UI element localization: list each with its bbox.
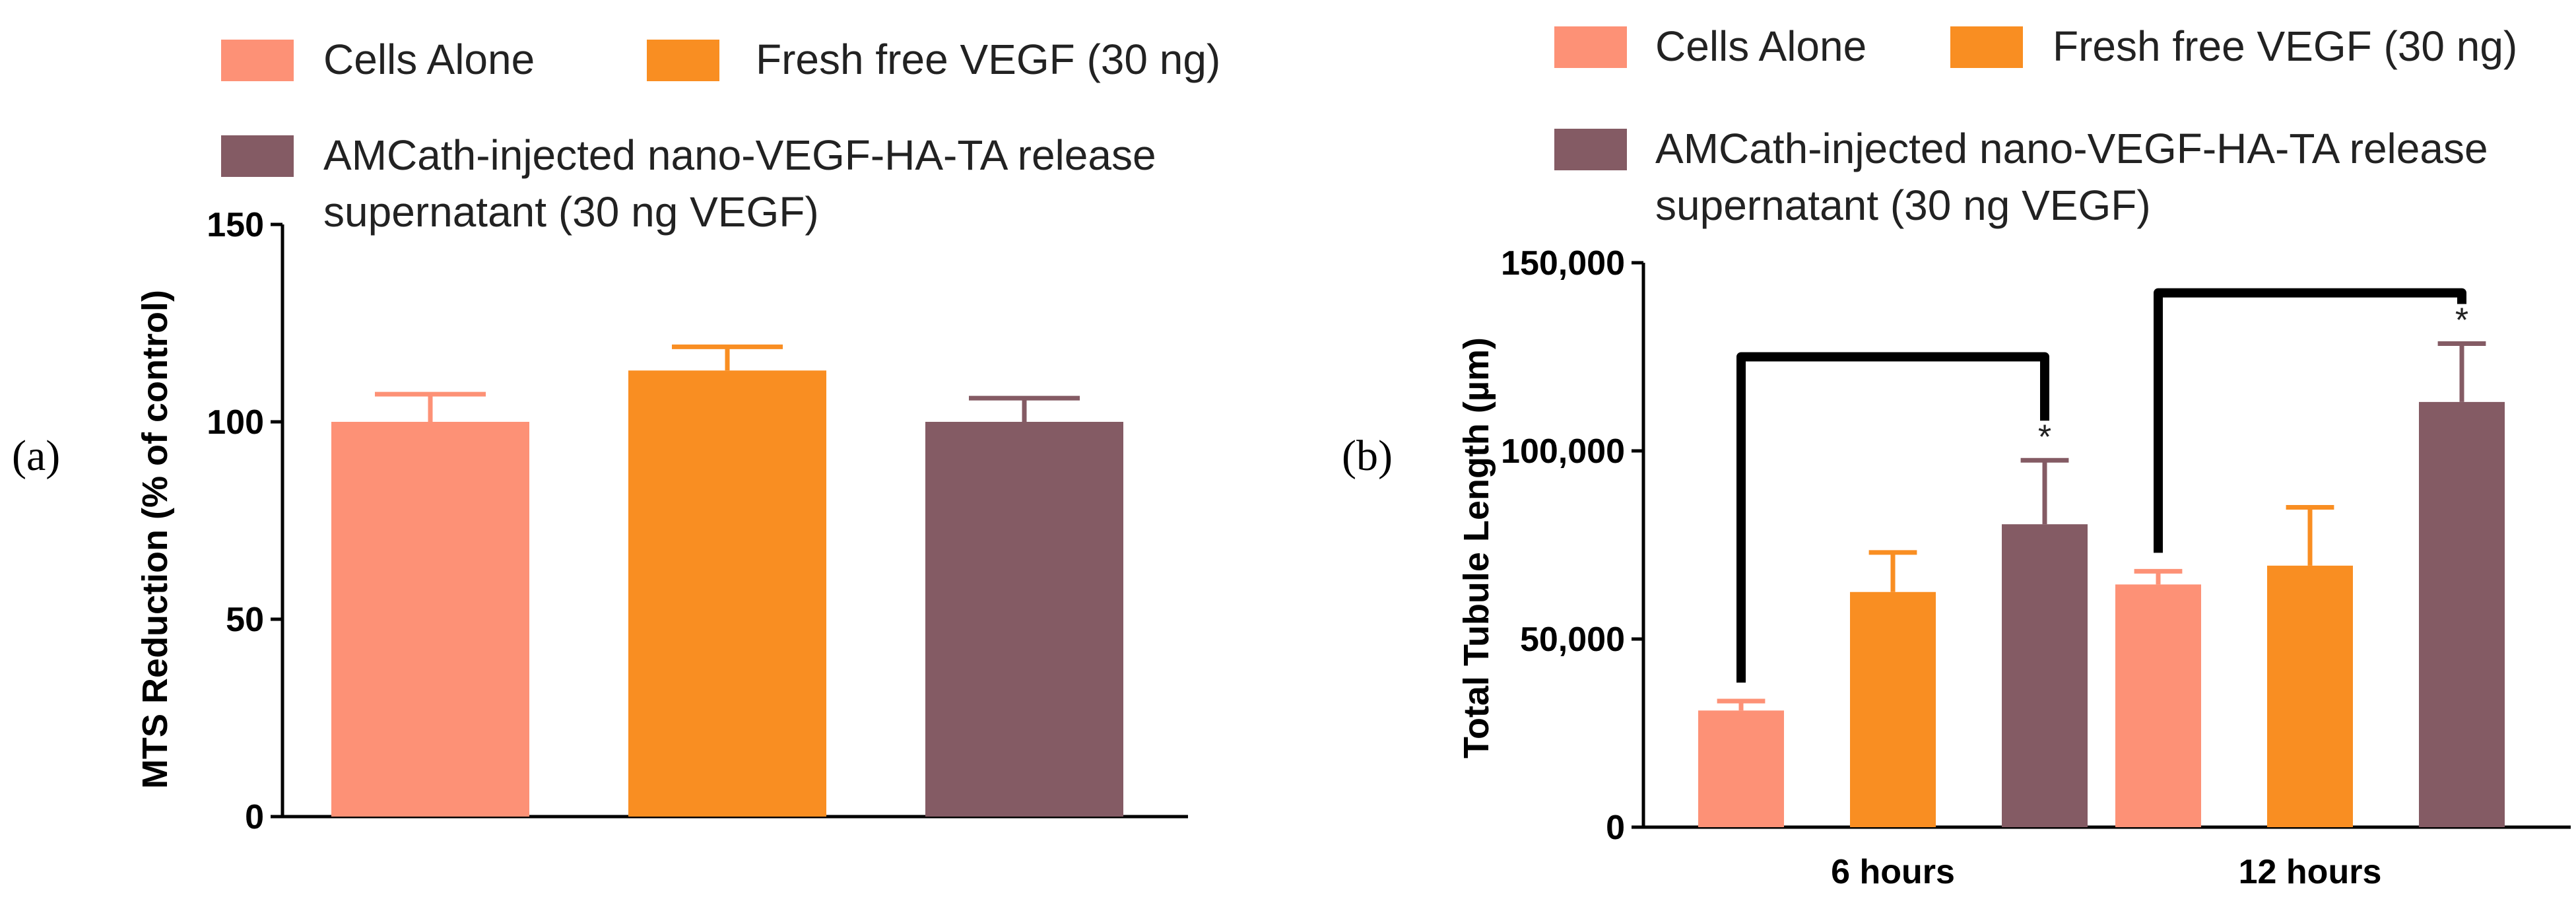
legend-label-amcath-line2: supernatant (30 ng VEGF) [1655,182,2151,229]
significance-star-b: * [2455,302,2468,340]
y-tick-label-a: 150 [207,206,264,244]
panel-label-a: (a) [12,432,60,480]
bar-amcath-12h-b [2419,401,2505,827]
chart-b: 0 50,000 100,000 150,000 6 hours 12 hours * * [1501,244,2571,891]
bar-cells-alone-12h-b [2115,584,2201,827]
legend-swatch-amcath [221,135,294,177]
significance-bracket-b [2154,288,2466,553]
legend-label-amcath-line1: AMCath-injected nano-VEGF-HA-TA release [323,131,1156,179]
y-tick-label-b: 100,000 [1501,432,1625,471]
legend-label-cells-alone: Cells Alone [323,36,535,83]
legend-label-amcath-line2: supernatant (30 ng VEGF) [323,188,819,236]
bar-cells-alone-a [331,422,529,817]
bar-fresh-vegf-12h-b [2267,565,2353,827]
y-tick-label-a: 50 [226,601,264,639]
bar-amcath-a [925,422,1123,817]
legend-a: Cells Alone Fresh free VEGF (30 ng) AMCa… [221,36,1220,236]
legend-label-cells-alone: Cells Alone [1655,22,1866,70]
legend-b: Cells Alone Fresh free VEGF (30 ng) AMCa… [1554,22,2517,229]
legend-label-fresh-vegf: Fresh free VEGF (30 ng) [756,36,1220,83]
y-axis-label-a: MTS Reduction (% of control) [135,290,175,789]
bar-fresh-vegf-6h-b [1850,591,1936,827]
bar-cells-alone-6h-b [1698,710,1784,827]
panel-label-b: (b) [1342,432,1393,480]
bar-amcath-6h-b [2002,524,2088,827]
significance-star-b: * [2038,418,2051,456]
x-tick-label-b: 6 hours [1831,853,1955,891]
legend-label-amcath-line1: AMCath-injected nano-VEGF-HA-TA release [1655,125,2488,172]
bar-fresh-vegf-a [628,370,826,817]
legend-swatch-fresh-vegf [1950,26,2023,68]
legend-swatch-amcath [1554,129,1627,170]
y-tick-label-b: 50,000 [1520,621,1625,659]
y-tick-label-b: 150,000 [1501,244,1625,283]
y-tick-label-a: 0 [245,798,264,836]
legend-swatch-fresh-vegf [647,40,719,81]
y-tick-label-b: 0 [1606,809,1625,847]
legend-swatch-cells-alone [1554,26,1627,68]
y-axis-label-b: Total Tubule Length (µm) [1457,337,1496,759]
x-tick-label-b: 12 hours [2239,853,2382,891]
significance-bracket-b [1736,352,2049,683]
legend-swatch-cells-alone [221,40,294,81]
y-tick-label-a: 100 [207,403,264,442]
legend-label-fresh-vegf: Fresh free VEGF (30 ng) [2053,22,2517,70]
chart-a: 0 50 100 150 [207,206,1188,836]
